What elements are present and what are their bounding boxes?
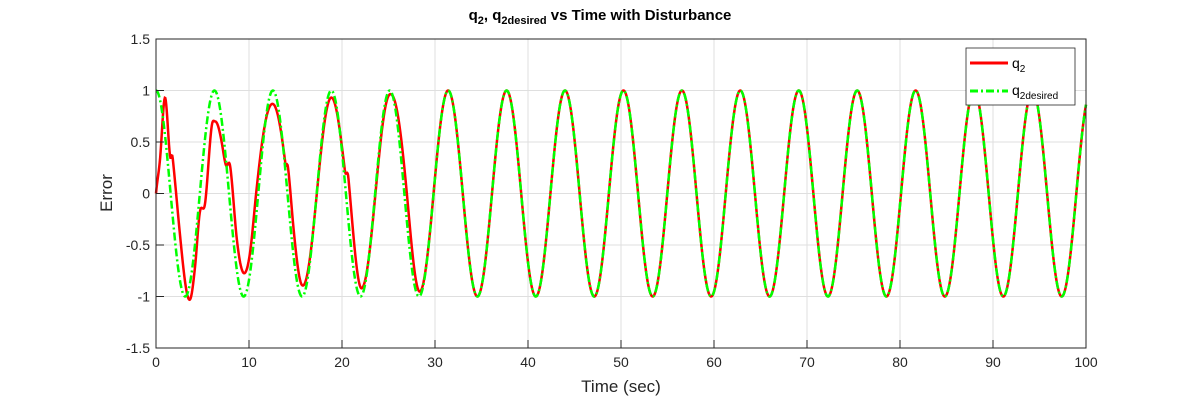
x-tick-label: 100: [1074, 354, 1098, 370]
y-tick-label: 1.5: [131, 31, 151, 47]
legend-label-q2: q2: [1012, 55, 1026, 75]
y-axis-label: Error: [97, 174, 116, 212]
x-tick-label: 20: [334, 354, 350, 370]
y-tick-label: -1.5: [126, 340, 150, 356]
y-tick-label: -1: [138, 289, 151, 305]
y-tick-label: 1: [142, 83, 150, 99]
series-q2desired-line: [155, 89, 1088, 298]
legend: q2 q2desired: [965, 47, 1076, 106]
x-axis-label: Time (sec): [581, 377, 661, 396]
x-tick-label: 60: [706, 354, 722, 370]
legend-label-q2desired: q2desired: [1012, 82, 1058, 102]
x-tick-label: 30: [427, 354, 443, 370]
y-tick-label: -0.5: [126, 237, 150, 253]
chart-title: q2, q2desired vs Time with Disturbance: [469, 7, 732, 27]
x-tick-label: 80: [892, 354, 908, 370]
x-tick-label: 0: [152, 354, 160, 370]
x-tick-label: 40: [520, 354, 536, 370]
x-tick-label: 10: [241, 354, 257, 370]
x-tick-label: 50: [613, 354, 629, 370]
x-tick-label: 90: [985, 354, 1001, 370]
y-tick-label: 0.5: [131, 134, 151, 150]
legend-box: [965, 47, 1076, 106]
y-tick-label: 0: [142, 186, 150, 202]
x-tick-label: 70: [799, 354, 815, 370]
